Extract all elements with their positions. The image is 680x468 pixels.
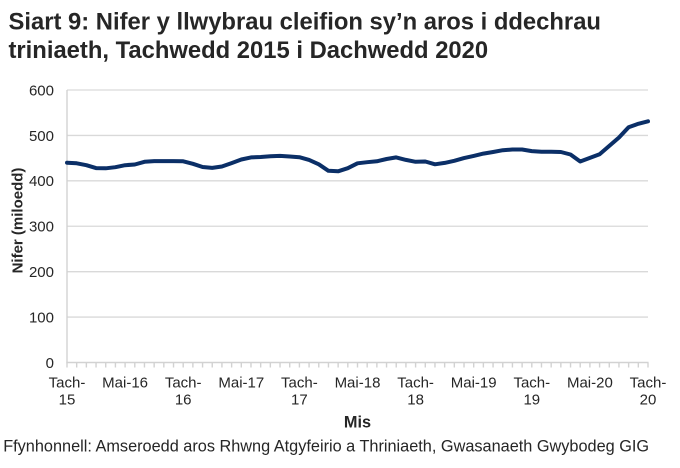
svg-text:Tach-: Tach- <box>513 374 550 391</box>
svg-text:18: 18 <box>407 392 424 409</box>
svg-text:200: 200 <box>29 264 54 281</box>
svg-text:Mai-19: Mai-19 <box>451 374 497 391</box>
svg-text:19: 19 <box>523 392 540 409</box>
svg-text:Tach-: Tach- <box>397 374 434 391</box>
svg-text:400: 400 <box>29 173 54 190</box>
svg-text:triniaeth, Tachwedd 2015 i Dac: triniaeth, Tachwedd 2015 i Dachwedd 2020 <box>9 37 489 64</box>
svg-text:500: 500 <box>29 128 54 145</box>
svg-text:Ffynhonnell: Amseroedd aros Rh: Ffynhonnell: Amseroedd aros Rhwng Atgyfe… <box>3 437 649 455</box>
svg-text:Siart 9: Nifer y llwybrau clei: Siart 9: Nifer y llwybrau cleifion sy’n … <box>9 9 601 36</box>
svg-text:16: 16 <box>175 392 192 409</box>
svg-text:Tach-: Tach- <box>281 374 318 391</box>
svg-text:15: 15 <box>59 392 76 409</box>
svg-text:Tach-: Tach- <box>165 374 202 391</box>
svg-text:Nifer (miloedd): Nifer (miloedd) <box>10 168 27 274</box>
svg-text:100: 100 <box>29 309 54 326</box>
svg-text:Tach-: Tach- <box>49 374 86 391</box>
svg-text:Mai-16: Mai-16 <box>102 374 148 391</box>
svg-text:Mai-20: Mai-20 <box>567 374 613 391</box>
svg-text:Mai-18: Mai-18 <box>335 374 381 391</box>
svg-text:Mai-17: Mai-17 <box>218 374 264 391</box>
svg-text:Mis: Mis <box>344 414 371 432</box>
svg-text:600: 600 <box>29 82 54 99</box>
svg-text:300: 300 <box>29 219 54 236</box>
svg-text:0: 0 <box>46 355 54 372</box>
svg-text:Tach-: Tach- <box>630 374 667 391</box>
svg-text:17: 17 <box>291 392 308 409</box>
svg-text:20: 20 <box>640 392 657 409</box>
